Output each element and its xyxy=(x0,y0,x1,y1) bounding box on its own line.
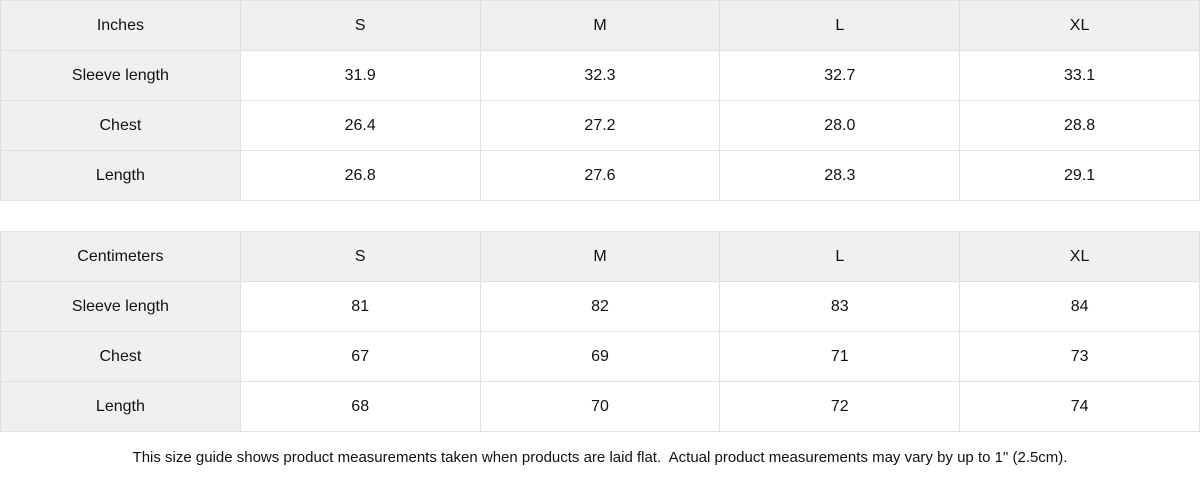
row-label-cell: Length xyxy=(0,150,241,201)
measurement-cell: 26.4 xyxy=(239,100,481,151)
unit-header-cell: Centimeters xyxy=(0,231,241,282)
measurement-cell: 81 xyxy=(239,281,481,332)
header-row: Inches S M L XL xyxy=(0,0,1200,51)
size-header-cell: M xyxy=(479,0,721,51)
size-header-cell: XL xyxy=(959,0,1200,51)
table-row: Chest 26.4 27.2 28.0 28.8 xyxy=(0,100,1200,151)
size-header-cell: L xyxy=(719,0,961,51)
measurement-cell: 73 xyxy=(959,331,1200,382)
measurement-cell: 32.7 xyxy=(719,50,961,101)
measurement-cell: 70 xyxy=(479,381,721,432)
row-label-cell: Chest xyxy=(0,100,241,151)
measurement-cell: 33.1 xyxy=(959,50,1200,101)
measurement-cell: 71 xyxy=(719,331,961,382)
size-header-cell: M xyxy=(479,231,721,282)
row-label-cell: Sleeve length xyxy=(0,281,241,332)
measurement-cell: 27.2 xyxy=(479,100,721,151)
size-table-inches: Inches S M L XL Sleeve length 31.9 32.3 32.7 33.1… xyxy=(0,0,1200,201)
row-label-cell: Sleeve length xyxy=(0,50,241,101)
row-label-cell: Length xyxy=(0,381,241,432)
table-gap xyxy=(0,201,1200,231)
table-row: Length 68 70 72 74 xyxy=(0,381,1200,432)
size-header-cell: S xyxy=(239,0,481,51)
measurement-cell: 84 xyxy=(959,281,1200,332)
header-row: Centimeters S M L XL xyxy=(0,231,1200,282)
measurement-cell: 82 xyxy=(479,281,721,332)
measurement-cell: 29.1 xyxy=(959,150,1200,201)
measurement-cell: 28.3 xyxy=(719,150,961,201)
table-row: Sleeve length 81 82 83 84 xyxy=(0,281,1200,332)
measurement-cell: 28.8 xyxy=(959,100,1200,151)
size-header-cell: XL xyxy=(959,231,1200,282)
unit-header-cell: Inches xyxy=(0,0,241,51)
table-row: Length 26.8 27.6 28.3 29.1 xyxy=(0,150,1200,201)
row-label-cell: Chest xyxy=(0,331,241,382)
measurement-cell: 72 xyxy=(719,381,961,432)
measurement-cell: 74 xyxy=(959,381,1200,432)
measurement-cell: 27.6 xyxy=(479,150,721,201)
size-header-cell: S xyxy=(239,231,481,282)
table-row: Chest 67 69 71 73 xyxy=(0,331,1200,382)
table-row: Sleeve length 31.9 32.3 32.7 33.1 xyxy=(0,50,1200,101)
measurement-cell: 83 xyxy=(719,281,961,332)
size-table-centimeters: Centimeters S M L XL Sleeve length 81 82 83 84 Che… xyxy=(0,231,1200,432)
measurement-cell: 32.3 xyxy=(479,50,721,101)
measurement-cell: 28.0 xyxy=(719,100,961,151)
measurement-cell: 26.8 xyxy=(239,150,481,201)
size-header-cell: L xyxy=(719,231,961,282)
measurement-cell: 69 xyxy=(479,331,721,382)
measurement-cell: 68 xyxy=(239,381,481,432)
footer-note: This size guide shows product measuremen… xyxy=(132,448,1068,466)
measurement-cell: 67 xyxy=(239,331,481,382)
measurement-cell: 31.9 xyxy=(239,50,481,101)
